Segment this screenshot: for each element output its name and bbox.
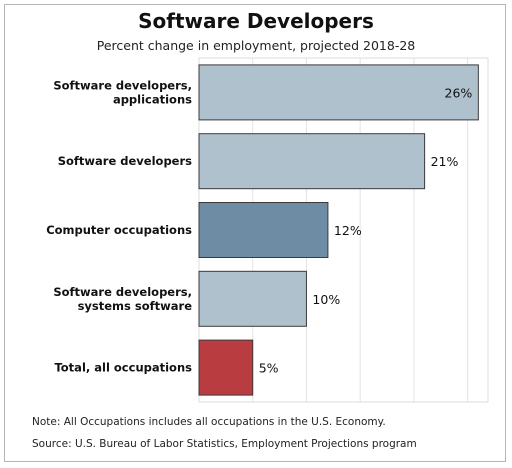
- bar: [198, 64, 479, 121]
- category-label: Total, all occupations: [54, 361, 192, 375]
- chart-note: Note: All Occupations includes all occup…: [32, 416, 386, 428]
- category-label: Software developers, applications: [53, 78, 192, 106]
- bar: [198, 339, 254, 396]
- bar: [198, 202, 329, 258]
- value-label: 12%: [334, 223, 362, 238]
- chart-title: Software Developers: [138, 9, 374, 33]
- chart-subtitle: Percent change in employment, projected …: [96, 38, 416, 53]
- chart-source: Source: U.S. Bureau of Labor Statistics,…: [32, 438, 417, 450]
- value-label: 21%: [431, 154, 459, 169]
- category-label: Software developers, systems software: [53, 285, 192, 313]
- labels: 26% Software developers, applications 21% So…: [46, 78, 472, 375]
- value-label: 5%: [259, 361, 279, 376]
- category-label: Computer occupations: [46, 223, 192, 237]
- value-label: 26%: [445, 85, 473, 100]
- value-label: 10%: [312, 292, 340, 307]
- category-label: Software developers: [58, 154, 192, 168]
- bar: [198, 270, 307, 327]
- bar: [198, 133, 426, 190]
- bars: [198, 64, 479, 396]
